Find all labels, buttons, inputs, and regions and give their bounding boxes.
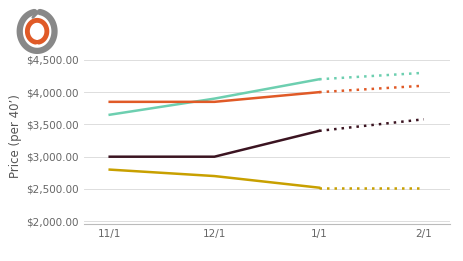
Y-axis label: Price (per 40’): Price (per 40’) xyxy=(9,94,22,178)
